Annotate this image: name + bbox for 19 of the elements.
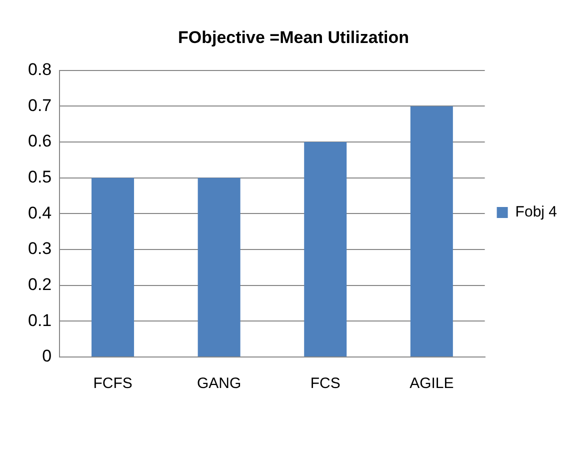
x-tick-label: FCS: [310, 375, 340, 392]
y-tick-label: 0: [42, 346, 52, 366]
bar: [304, 142, 347, 356]
bar: [198, 178, 240, 356]
bar: [410, 106, 453, 356]
y-tick-label: 0.7: [28, 96, 52, 115]
y-tick-label: 0.2: [28, 275, 52, 294]
y-tick-label: 0.1: [28, 310, 52, 330]
y-tick-label: 0.6: [28, 132, 52, 151]
y-tick-label: 0.4: [28, 203, 52, 222]
x-tick-label: FCFS: [93, 375, 132, 392]
x-tick-label: GANG: [196, 375, 242, 392]
chart-title: FObjective =Mean Utilization: [178, 28, 409, 47]
bar: [92, 178, 134, 356]
y-tick-label: 0.8: [28, 60, 52, 80]
x-tick-label: AGILE: [410, 375, 454, 392]
y-tick-label: 0.3: [28, 239, 52, 258]
legend-label: Fobj 4: [515, 204, 558, 221]
y-tick-label: 0.5: [28, 168, 52, 187]
